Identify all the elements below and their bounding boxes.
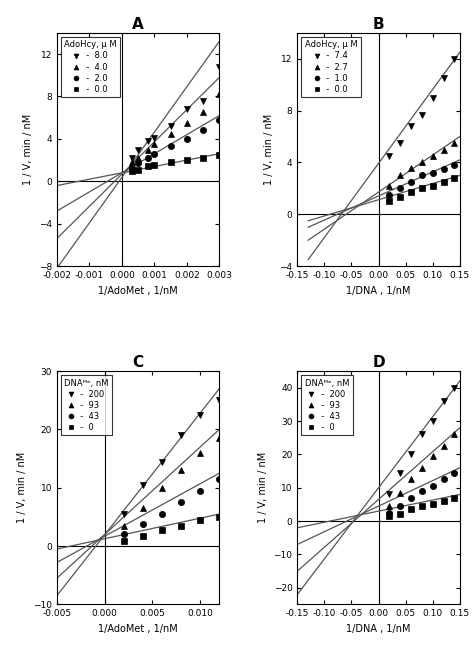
Legend:   -  7.4,   -  2.7,   -  1.0,   -  0.0: - 7.4, - 2.7, - 1.0, - 0.0 xyxy=(301,37,361,97)
Y-axis label: 1 / V, min / nM: 1 / V, min / nM xyxy=(264,114,274,185)
X-axis label: 1/DNA , 1/nM: 1/DNA , 1/nM xyxy=(346,624,411,634)
Legend:   -  200,   -  93,   -  43,   -  0: - 200, - 93, - 43, - 0 xyxy=(61,375,112,436)
Title: D: D xyxy=(372,355,385,370)
Title: C: C xyxy=(133,355,144,370)
Y-axis label: 1 / V, min / nM: 1 / V, min / nM xyxy=(18,452,27,524)
Legend:   -  200,   -  93,   -  43,   -  0: - 200, - 93, - 43, - 0 xyxy=(301,375,353,436)
Title: B: B xyxy=(373,16,384,32)
Title: A: A xyxy=(132,16,144,32)
X-axis label: 1/AdoMet , 1/nM: 1/AdoMet , 1/nM xyxy=(98,286,178,296)
Y-axis label: 1 / V, min / nM: 1 / V, min / nM xyxy=(23,114,33,185)
Y-axis label: 1 / V, min / nM: 1 / V, min / nM xyxy=(258,452,268,524)
X-axis label: 1/DNA , 1/nM: 1/DNA , 1/nM xyxy=(346,286,411,296)
Legend:   -  8.0,   -  4.0,   -  2.0,   -  0.0: - 8.0, - 4.0, - 2.0, - 0.0 xyxy=(61,37,120,97)
X-axis label: 1/AdoMet , 1/nM: 1/AdoMet , 1/nM xyxy=(98,624,178,634)
